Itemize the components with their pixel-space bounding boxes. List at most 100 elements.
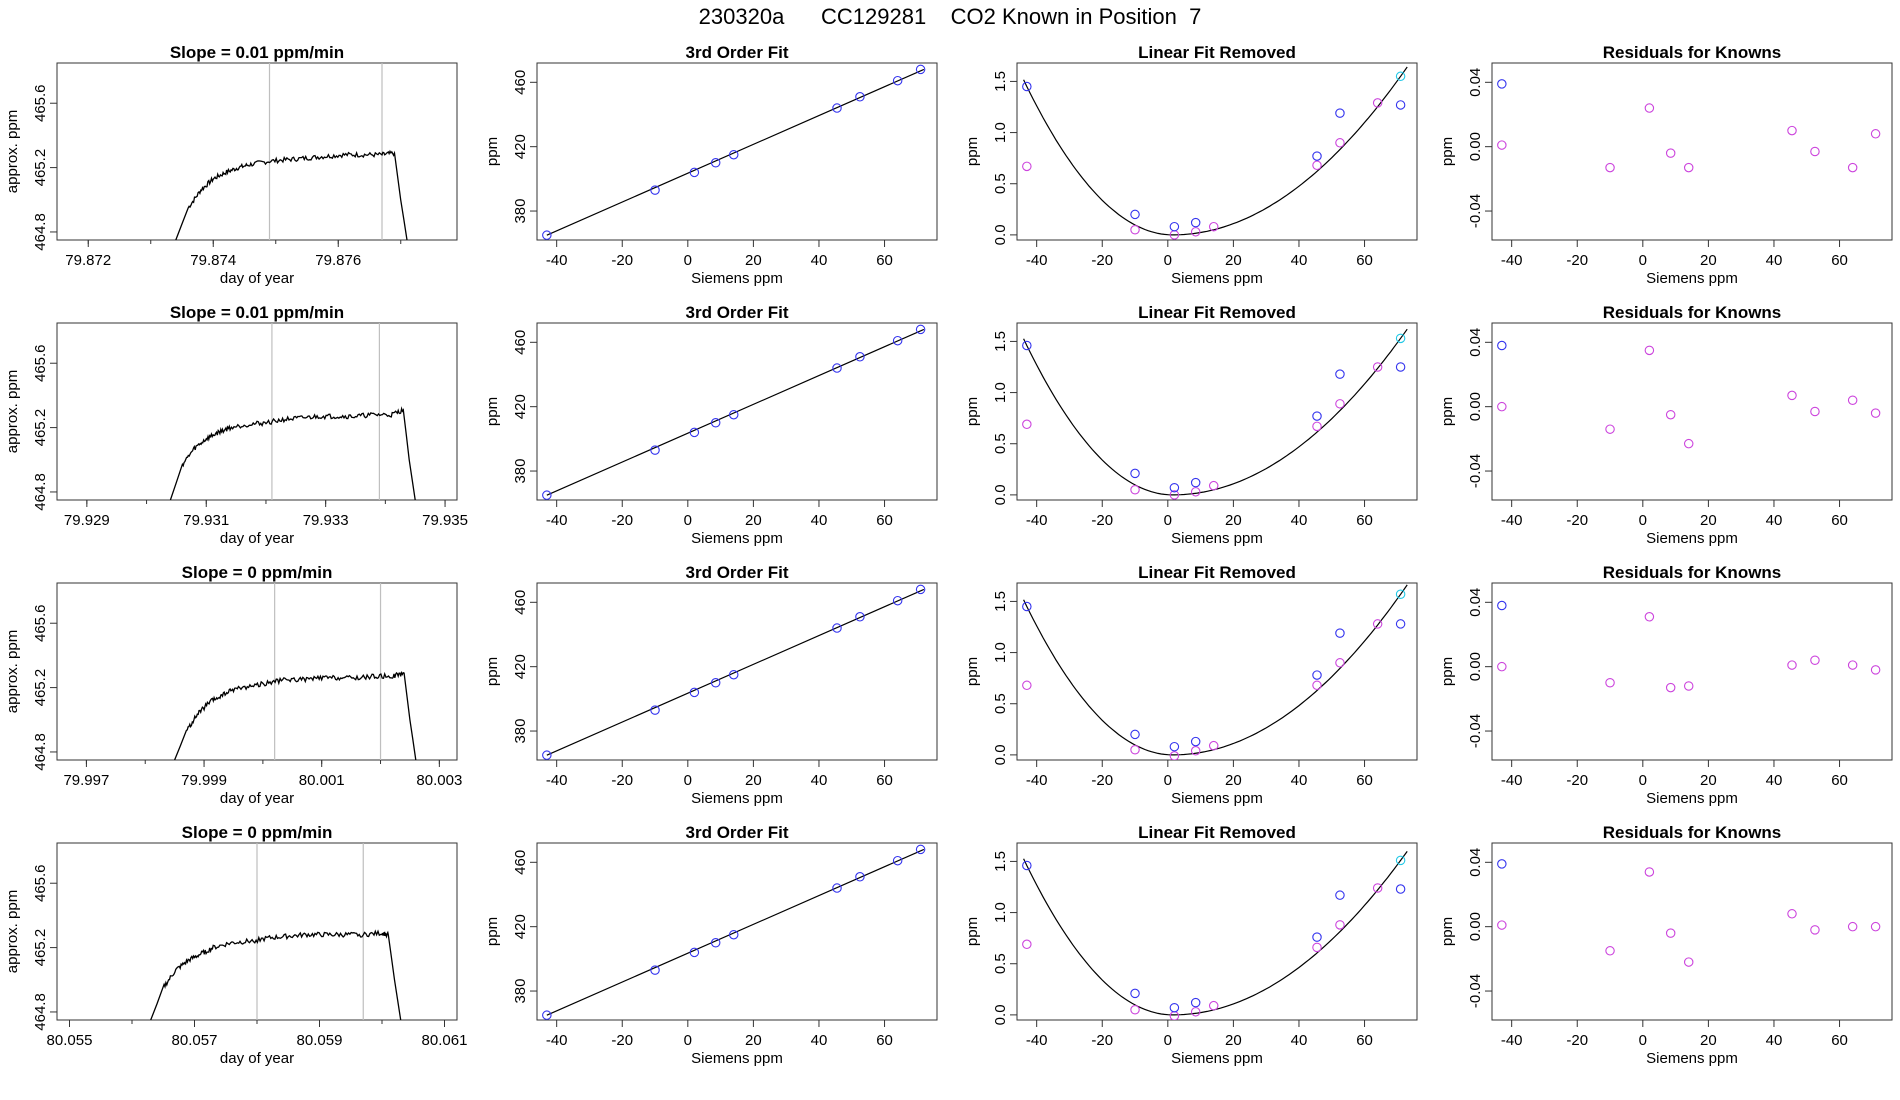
panel-title: 3rd Order Fit [686,823,789,842]
data-point [892,335,903,346]
data-point [855,92,865,102]
data-point-magenta [1190,227,1201,237]
data-point [689,167,700,178]
y-tick-label: -0.04 [1467,974,1484,1008]
data-point-magenta [1665,928,1676,938]
plot-frame [56,62,458,241]
y-tick-label: 0.5 [992,693,1009,714]
plot-frame [536,322,938,501]
data-point-blue [1312,151,1322,161]
x-tick-label: 40 [1766,772,1783,789]
fit-line [546,68,925,236]
x-tick-label: -20 [1091,512,1113,529]
y-tick-label: 460 [512,330,529,355]
x-tick-label: -40 [1026,252,1048,269]
plot-area [1022,584,1408,760]
x-tick-label: 80.059 [297,1032,343,1049]
data-point-magenta [1022,161,1032,172]
data-point-magenta [1130,745,1140,755]
data-point-magenta [1169,1011,1180,1020]
panel-title: Slope = 0 ppm/min [182,823,333,842]
fit-curve [1023,328,1408,496]
x-tick-label: 60 [876,252,893,269]
data-point-cyan [1395,333,1406,344]
y-tick-label: 1.5 [992,851,1009,872]
data-point-magenta [1372,619,1383,629]
y-tick-label: 0.5 [992,173,1009,194]
y-tick-label: 464.8 [32,213,49,251]
data-point [832,623,842,633]
x-tick-label: 79.874 [190,252,236,269]
data-point-magenta [1810,655,1820,665]
data-point-magenta [1130,225,1140,235]
x-tick-label: 79.935 [422,512,468,529]
y-tick-label: 0.0 [992,744,1009,765]
data-point-blue [1497,859,1507,869]
panel-title: Residuals for Knowns [1603,43,1782,62]
x-axis-label: Siemens ppm [1171,1050,1263,1067]
data-point-magenta [1497,140,1507,150]
fit-line [546,588,925,756]
y-tick-label: 0.00 [1467,132,1484,161]
y-axis-label: ppm [964,137,981,166]
y-tick-label: 0.04 [1467,328,1484,357]
plot-frame [1016,322,1418,501]
data-point-blue [1022,340,1032,351]
data-point-magenta [1810,146,1820,157]
x-tick-label: -20 [1566,772,1588,789]
plot-area [169,323,416,500]
y-axis-label: approx. ppm [4,890,21,973]
x-tick-label: 40 [811,512,828,529]
fit-curve [1023,66,1408,236]
panel-title: Linear Fit Removed [1138,823,1296,842]
x-axis-label: Siemens ppm [1646,1050,1738,1067]
y-axis-label: approx. ppm [4,630,21,713]
data-point-blue [1169,741,1180,752]
x-tick-label: 60 [1356,772,1373,789]
panel-1-2: 3rd Order Fit -40 -20 0 20 40 60 380 420 460 Sieme… [484,43,938,287]
fit-curve [1023,851,1408,1016]
data-point [832,363,842,373]
data-point-blue [1130,729,1140,740]
plot-frame [1016,842,1418,1021]
plot-frame [1491,842,1893,1021]
data-point-blue [1022,860,1032,871]
data-point-blue [1190,217,1201,228]
data-point-magenta [1022,680,1032,691]
data-point-cyan [1395,589,1406,600]
data-point-magenta [1208,740,1219,751]
x-tick-label: 0 [1164,252,1172,269]
y-tick-label: 0.5 [992,953,1009,974]
data-point [855,612,865,622]
data-point [689,427,700,438]
panel-2-1: Slope = 0.01 ppm/min 79.929 79.931 79.933 79… [4,303,468,547]
x-tick-label: 40 [1766,1032,1783,1049]
x-tick-label: 20 [745,512,762,529]
x-tick-label: 60 [876,512,893,529]
panel-title: Residuals for Knowns [1603,563,1782,582]
y-axis-label: approx. ppm [4,370,21,453]
y-axis-label: ppm [484,137,501,166]
y-axis-label: ppm [964,657,981,686]
data-point-blue [1335,369,1345,379]
x-tick-label: -40 [1026,512,1048,529]
y-tick-label: 1.0 [992,382,1009,403]
x-axis-label: Siemens ppm [1171,270,1263,287]
data-point [710,678,721,688]
data-point-magenta [1847,660,1858,670]
data-point-magenta [1605,678,1615,688]
x-tick-label: 60 [1356,1032,1373,1049]
y-tick-label: 1.0 [992,902,1009,923]
data-point-blue [1335,628,1345,638]
x-tick-label: -20 [611,772,633,789]
fit-line [546,848,925,1016]
data-point-blue [1335,108,1345,118]
data-point-magenta [1810,406,1820,417]
data-point-magenta [1208,480,1219,491]
x-tick-label: 20 [1225,252,1242,269]
data-point-magenta [1312,160,1322,171]
y-tick-label: 465.6 [32,84,49,122]
x-tick-label: 20 [1225,772,1242,789]
x-tick-label: 20 [1700,512,1717,529]
plot-area [150,843,402,1020]
